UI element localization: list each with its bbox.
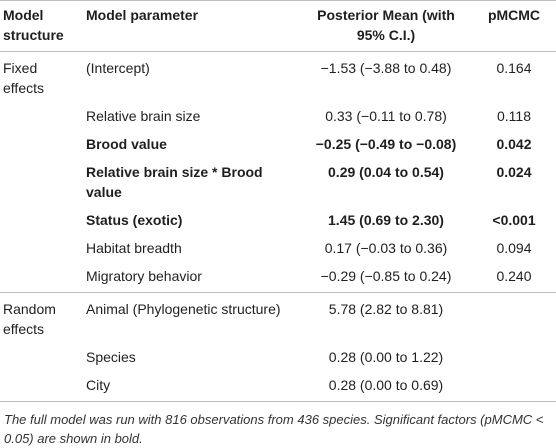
parameter-cell: Relative brain size * Brood value [86,164,263,200]
parameter-cell: Migratory behavior [82,262,300,293]
parameter-cell: Status (exotic) [86,212,183,228]
pmcmc-cell [472,343,556,371]
empty-cell [0,206,82,234]
empty-cell [0,343,82,371]
table-body: Fixed effects (Intercept) −1.53 (−3.88 to … [0,52,556,402]
table-row: Fixed effects (Intercept) −1.53 (−3.88 to … [0,52,556,103]
pmcmc-cell: 0.042 [496,136,532,152]
empty-cell [0,102,82,130]
table-row: Status (exotic) 1.45 (0.69 to 2.30) <0.001 [0,206,556,234]
table-row: Relative brain size 0.33 (−0.11 to 0.78) 0… [0,102,556,130]
pmcmc-cell [472,293,556,344]
pmcmc-cell: <0.001 [492,212,536,228]
pmcmc-cell: 0.094 [496,240,532,256]
header-posterior-mean: Posterior Mean (with 95% C.I.) [300,0,472,52]
header-model-parameter: Model parameter [82,0,300,52]
empty-cell [0,234,82,262]
parameter-cell: Relative brain size [86,108,201,124]
empty-cell [0,371,82,402]
posterior-mean-cell: 0.29 (0.04 to 0.54) [328,164,444,180]
parameter-cell: City [82,371,300,402]
posterior-mean-cell: 0.28 (0.00 to 1.22) [328,349,444,365]
table-row: Species 0.28 (0.00 to 1.22) [0,343,556,371]
pmcmc-cell: 0.118 [497,108,531,124]
pmcmc-cell: 0.024 [496,164,532,180]
empty-cell [0,158,82,206]
parameter-cell: Brood value [86,136,167,152]
parameter-cell: Animal (Phylogenetic structure) [86,301,281,317]
posterior-mean-cell: 0.17 (−0.03 to 0.36) [324,240,448,256]
parameter-cell: (Intercept) [86,60,150,76]
header-pmcmc: pMCMC [472,0,556,52]
posterior-mean-cell: −0.29 (−0.85 to 0.24) [300,262,472,293]
parameter-cell: Species [86,349,136,365]
posterior-mean-cell: 5.78 (2.82 to 8.81) [328,301,444,317]
empty-cell [0,130,82,158]
table-row: Relative brain size * Brood value 0.29 (0… [0,158,556,206]
table-row: City 0.28 (0.00 to 0.69) [0,371,556,402]
parameter-cell: Habitat breadth [86,240,182,256]
posterior-mean-cell: −0.25 (−0.49 to −0.08) [315,136,457,152]
pmcmc-cell [472,371,556,402]
table-row: Brood value −0.25 (−0.49 to −0.08) 0.042 [0,130,556,158]
pmcmc-cell: 0.164 [496,60,532,76]
posterior-mean-cell: 0.28 (0.00 to 0.69) [300,371,472,402]
table-row: Random effects Animal (Phylogenetic struc… [0,293,556,344]
fixed-effects-label: Fixed effects [3,60,44,96]
model-results-table: Model structure Model parameter Posterio… [0,0,556,402]
table-header-row: Model structure Model parameter Posterio… [0,0,556,52]
random-effects-label: Random effects [3,301,56,337]
table-row: Habitat breadth 0.17 (−0.03 to 0.36) 0.094 [0,234,556,262]
table-footnote: The full model was run with 816 observat… [4,412,544,446]
pmcmc-cell: 0.240 [472,262,556,293]
posterior-mean-cell: −1.53 (−3.88 to 0.48) [320,60,452,76]
table-row: Migratory behavior −0.29 (−0.85 to 0.24) 0… [0,262,556,293]
posterior-mean-cell: 1.45 (0.69 to 2.30) [328,212,444,228]
posterior-mean-cell: 0.33 (−0.11 to 0.78) [325,108,447,124]
empty-cell [0,262,82,293]
header-model-structure: Model structure [0,0,82,52]
